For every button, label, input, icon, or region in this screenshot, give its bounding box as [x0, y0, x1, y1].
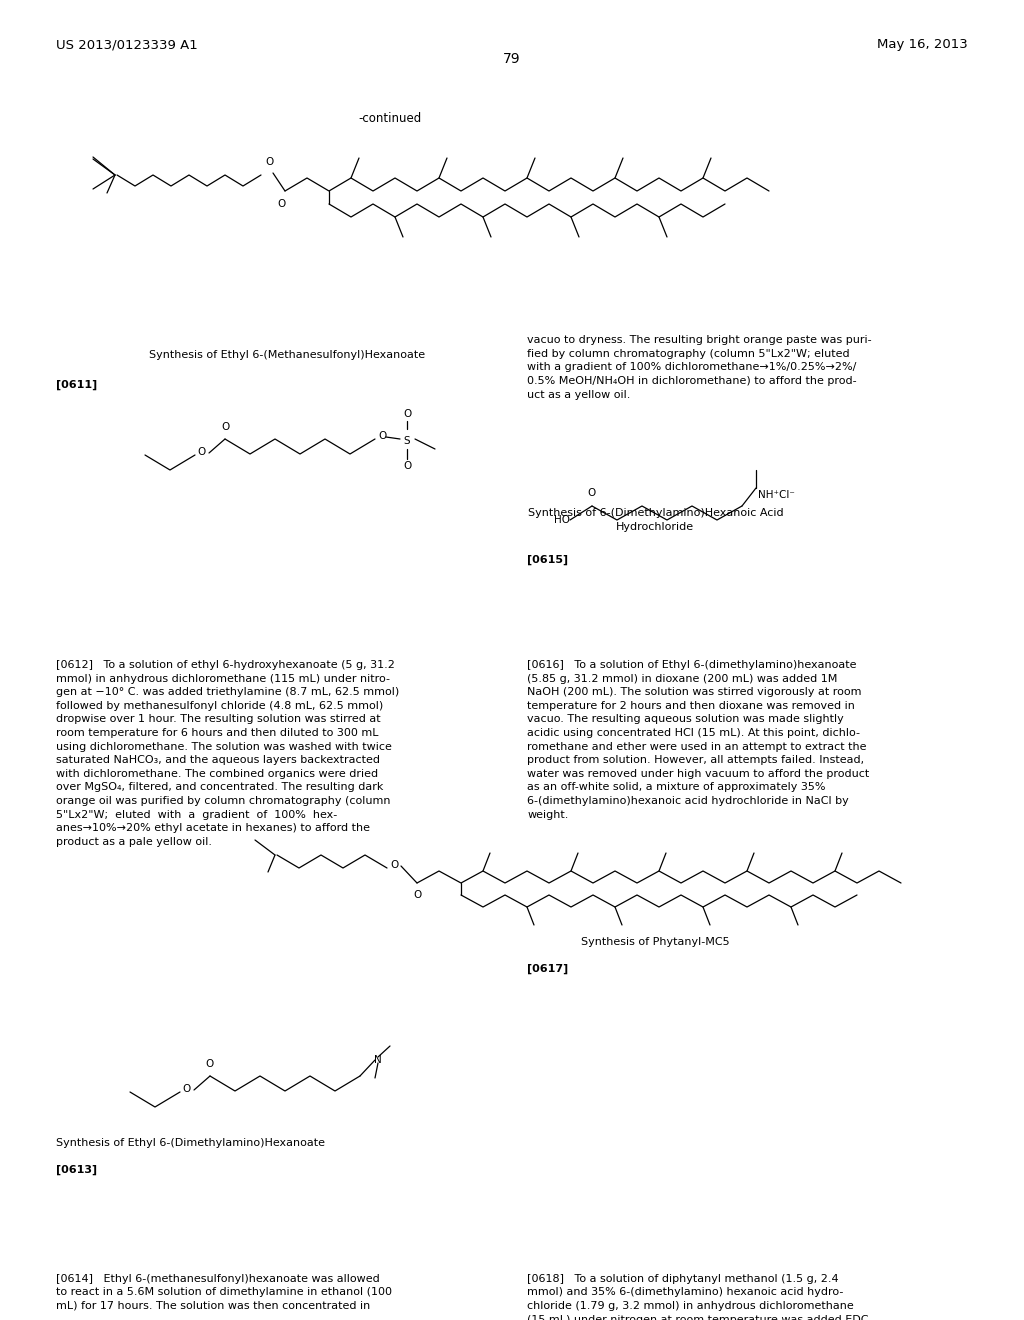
Text: O: O: [402, 461, 411, 471]
Text: May 16, 2013: May 16, 2013: [878, 38, 968, 51]
Text: [0611]: [0611]: [56, 380, 97, 391]
Text: N: N: [374, 1055, 382, 1065]
Text: [0613]: [0613]: [56, 1164, 97, 1175]
Text: Synthesis of 6-(Dimethylamino)Hexanoic Acid
Hydrochloride: Synthesis of 6-(Dimethylamino)Hexanoic A…: [527, 508, 783, 532]
Text: O: O: [265, 157, 273, 168]
Text: O: O: [413, 890, 421, 900]
Text: HO: HO: [554, 515, 570, 525]
Text: O: O: [390, 861, 398, 870]
Text: Synthesis of Ethyl 6-(Dimethylamino)Hexanoate: Synthesis of Ethyl 6-(Dimethylamino)Hexa…: [56, 1138, 326, 1148]
Text: O: O: [197, 447, 205, 457]
Text: [0615]: [0615]: [527, 554, 568, 565]
Text: O: O: [402, 409, 411, 418]
Text: [0612]   To a solution of ethyl 6-hydroxyhexanoate (5 g, 31.2
mmol) in anhydrous: [0612] To a solution of ethyl 6-hydroxyh…: [56, 660, 399, 847]
Text: [0618]   To a solution of diphytanyl methanol (1.5 g, 2.4
mmol) and 35% 6-(dimet: [0618] To a solution of diphytanyl metha…: [527, 1274, 872, 1320]
Text: [0614]   Ethyl 6-(methanesulfonyl)hexanoate was allowed
to react in a 5.6M solut: [0614] Ethyl 6-(methanesulfonyl)hexanoat…: [56, 1274, 392, 1311]
Text: O: O: [206, 1059, 214, 1069]
Text: S: S: [403, 436, 411, 446]
Text: O: O: [588, 488, 596, 498]
Text: Synthesis of Ethyl 6-(Methanesulfonyl)Hexanoate: Synthesis of Ethyl 6-(Methanesulfonyl)He…: [148, 350, 425, 360]
Text: O: O: [221, 422, 229, 432]
Text: vacuo to dryness. The resulting bright orange paste was puri-
fied by column chr: vacuo to dryness. The resulting bright o…: [527, 335, 872, 400]
Text: O: O: [378, 432, 386, 441]
Text: O: O: [182, 1084, 190, 1094]
Text: NH⁺Cl⁻: NH⁺Cl⁻: [758, 490, 795, 500]
Text: US 2013/0123339 A1: US 2013/0123339 A1: [56, 38, 198, 51]
Text: Synthesis of Phytanyl-MC5: Synthesis of Phytanyl-MC5: [581, 937, 730, 948]
Text: 79: 79: [503, 51, 521, 66]
Text: [0617]: [0617]: [527, 964, 568, 974]
Text: O: O: [276, 199, 285, 209]
Text: [0616]   To a solution of Ethyl 6-(dimethylamino)hexanoate
(5.85 g, 31.2 mmol) i: [0616] To a solution of Ethyl 6-(dimethy…: [527, 660, 869, 820]
Text: -continued: -continued: [358, 112, 422, 125]
